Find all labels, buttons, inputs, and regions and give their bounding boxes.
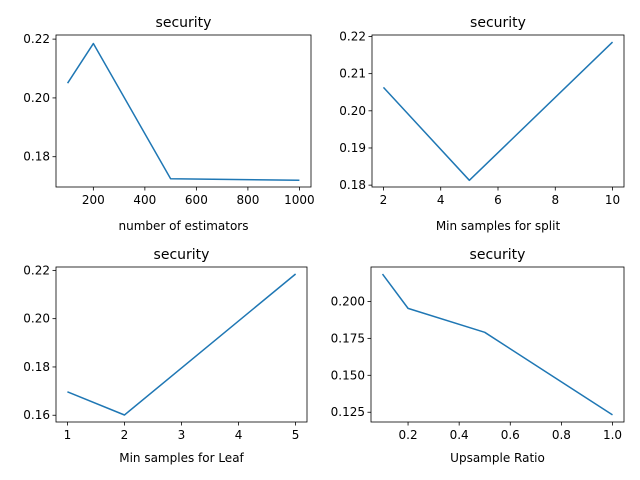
plot-frame	[371, 34, 625, 188]
x-tick-label: 5	[292, 428, 300, 442]
subplot-title: security	[154, 247, 210, 263]
series-line	[382, 41, 614, 182]
x-tick-label: 0.8	[552, 428, 571, 442]
y-tick-label: 0.18	[23, 360, 50, 374]
y-tick-label: 0.200	[331, 294, 365, 308]
y-tick-label: 0.16	[23, 408, 50, 422]
plot-frame	[55, 266, 308, 423]
plot-frame	[370, 266, 625, 423]
y-tick-label: 0.18	[23, 150, 50, 164]
subplot-3: security Min samples for Leaf 1 2 3 4 5 0.16 0…	[23, 247, 308, 465]
x-tick-label: 10	[605, 193, 620, 207]
x-axis-label: Min samples for split	[436, 219, 561, 233]
x-tick-label: 1000	[284, 193, 315, 207]
y-tick-label: 0.22	[339, 29, 366, 43]
subplot-4: security Upsample Ratio 0.2 0.4 0.6 0.8 1.0 0…	[331, 247, 625, 465]
x-tick-label: 400	[133, 193, 156, 207]
x-axis-label: Min samples for Leaf	[119, 451, 244, 465]
x-tick-label: 2	[380, 193, 388, 207]
x-tick-label: 1	[64, 428, 72, 442]
x-tick-label: 1.0	[603, 428, 622, 442]
subplot-title: security	[156, 15, 212, 31]
x-tick-label: 0.4	[450, 428, 469, 442]
x-tick-label: 0.2	[399, 428, 418, 442]
y-tick-label: 0.20	[23, 91, 50, 105]
y-tick-label: 0.175	[331, 331, 365, 345]
y-tick-label: 0.22	[23, 32, 50, 46]
x-axis-label: Upsample Ratio	[450, 451, 545, 465]
x-tick-label: 3	[178, 428, 186, 442]
x-tick-label: 4	[235, 428, 243, 442]
x-tick-label: 6	[494, 193, 502, 207]
x-tick-label: 0.6	[501, 428, 520, 442]
x-tick-label: 2	[121, 428, 129, 442]
series-line	[67, 273, 297, 416]
y-tick-label: 0.18	[339, 178, 366, 192]
y-tick-label: 0.20	[339, 104, 366, 118]
x-tick-label: 800	[236, 193, 259, 207]
x-axis-label: number of estimators	[119, 219, 249, 233]
y-tick-label: 0.20	[23, 312, 50, 326]
plot-frame	[55, 34, 312, 188]
y-tick-label: 0.21	[339, 67, 366, 81]
x-tick-label: 4	[437, 193, 445, 207]
y-tick-label: 0.150	[331, 368, 365, 382]
y-tick-label: 0.125	[331, 405, 365, 419]
series-line	[381, 273, 613, 416]
subplot-title: security	[470, 15, 526, 31]
subplot-1: security number of estimators 200 400 600 8…	[23, 15, 314, 233]
x-tick-label: 600	[185, 193, 208, 207]
x-tick-label: 200	[82, 193, 105, 207]
subplot-2: security Min samples for split 2 4 6 8 10 0.1…	[339, 15, 625, 233]
x-tick-label: 8	[551, 193, 559, 207]
series-line	[66, 42, 300, 181]
y-tick-label: 0.22	[23, 263, 50, 277]
subplot-title: security	[470, 247, 526, 263]
y-tick-label: 0.19	[339, 141, 366, 155]
